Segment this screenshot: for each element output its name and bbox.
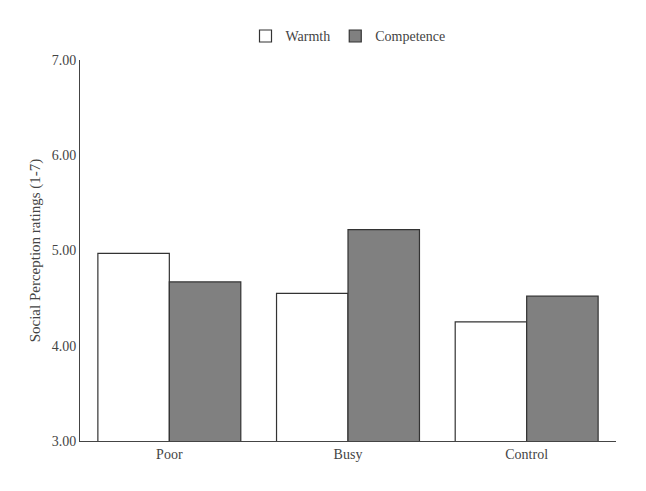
svg-text:4.00: 4.00 (52, 339, 77, 354)
svg-text:Warmth: Warmth (286, 29, 331, 44)
svg-text:5.00: 5.00 (52, 243, 77, 258)
svg-text:Busy: Busy (334, 447, 363, 462)
svg-text:Social Perception ratings (1-7: Social Perception ratings (1-7) (27, 159, 44, 343)
svg-text:7.00: 7.00 (52, 53, 77, 68)
svg-text:Competence: Competence (375, 29, 445, 44)
svg-text:Control: Control (505, 447, 548, 462)
svg-text:Poor: Poor (156, 447, 183, 462)
svg-text:6.00: 6.00 (52, 148, 77, 163)
svg-text:3.00: 3.00 (52, 434, 77, 449)
